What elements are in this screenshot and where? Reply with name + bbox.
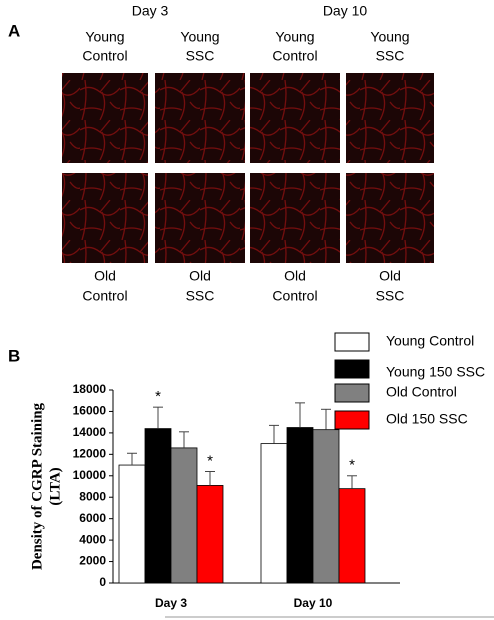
image-label: Old [189, 268, 211, 284]
bar [196, 485, 224, 584]
panel-a [62, 73, 434, 263]
micrograph [62, 173, 148, 263]
y-tick-label: 8000 [79, 489, 106, 503]
day-header: Day 3 [132, 3, 169, 19]
y-tick-label: 16000 [73, 404, 107, 418]
bar [144, 428, 172, 584]
image-label: Young [370, 29, 409, 45]
image-label: Old [284, 268, 306, 284]
bar [312, 429, 340, 584]
y-tick-label: 14000 [73, 425, 107, 439]
y-tick-label: 6000 [79, 511, 106, 525]
y-tick-label: 2000 [79, 554, 106, 568]
day-header: Day 10 [323, 3, 368, 19]
panel-label: B [8, 346, 20, 365]
x-tick-label: Day 10 [294, 596, 333, 610]
legend-swatch [334, 359, 370, 379]
y-tick-label: 0 [99, 575, 106, 589]
micrograph [155, 73, 245, 163]
significance-marker: * [349, 457, 355, 474]
image-label: SSC [186, 288, 215, 304]
micrograph [346, 73, 434, 163]
micrograph [346, 173, 434, 263]
y-axis-label: Density of CGRP Staining [29, 402, 45, 570]
y-axis-label: (LTA) [47, 467, 63, 505]
significance-marker: * [207, 452, 213, 469]
bar [286, 427, 314, 584]
bar [170, 447, 198, 584]
image-label: SSC [376, 48, 405, 64]
image-label: Young [85, 29, 124, 45]
y-tick-label: 12000 [73, 447, 107, 461]
image-label: SSC [376, 288, 405, 304]
bar [338, 488, 366, 584]
image-label: Control [272, 288, 317, 304]
image-label: Control [272, 48, 317, 64]
image-label: Young [180, 29, 219, 45]
micrograph [62, 73, 148, 163]
legend-label: Old Control [386, 384, 457, 400]
micrograph [250, 73, 340, 163]
legend-swatch [334, 410, 370, 430]
image-label: Old [94, 268, 116, 284]
legend-label: Young 150 SSC [386, 364, 485, 380]
image-label: Old [379, 268, 401, 284]
bar [260, 443, 288, 584]
image-label: Control [82, 288, 127, 304]
image-label: Control [82, 48, 127, 64]
y-tick-label: 10000 [73, 468, 107, 482]
legend-label: Young Control [386, 333, 474, 349]
legend-swatch [334, 332, 370, 352]
y-tick-label: 4000 [79, 532, 106, 546]
bar [118, 464, 146, 584]
micrograph [155, 173, 245, 263]
image-label: SSC [186, 48, 215, 64]
legend-swatch [334, 383, 370, 403]
panel-label: A [8, 21, 20, 40]
y-tick-label: 18000 [73, 382, 107, 396]
legend-label: Old 150 SSC [386, 411, 468, 427]
x-tick-label: Day 3 [155, 596, 187, 610]
image-label: Young [275, 29, 314, 45]
micrograph [250, 173, 340, 263]
significance-marker: * [155, 388, 161, 405]
